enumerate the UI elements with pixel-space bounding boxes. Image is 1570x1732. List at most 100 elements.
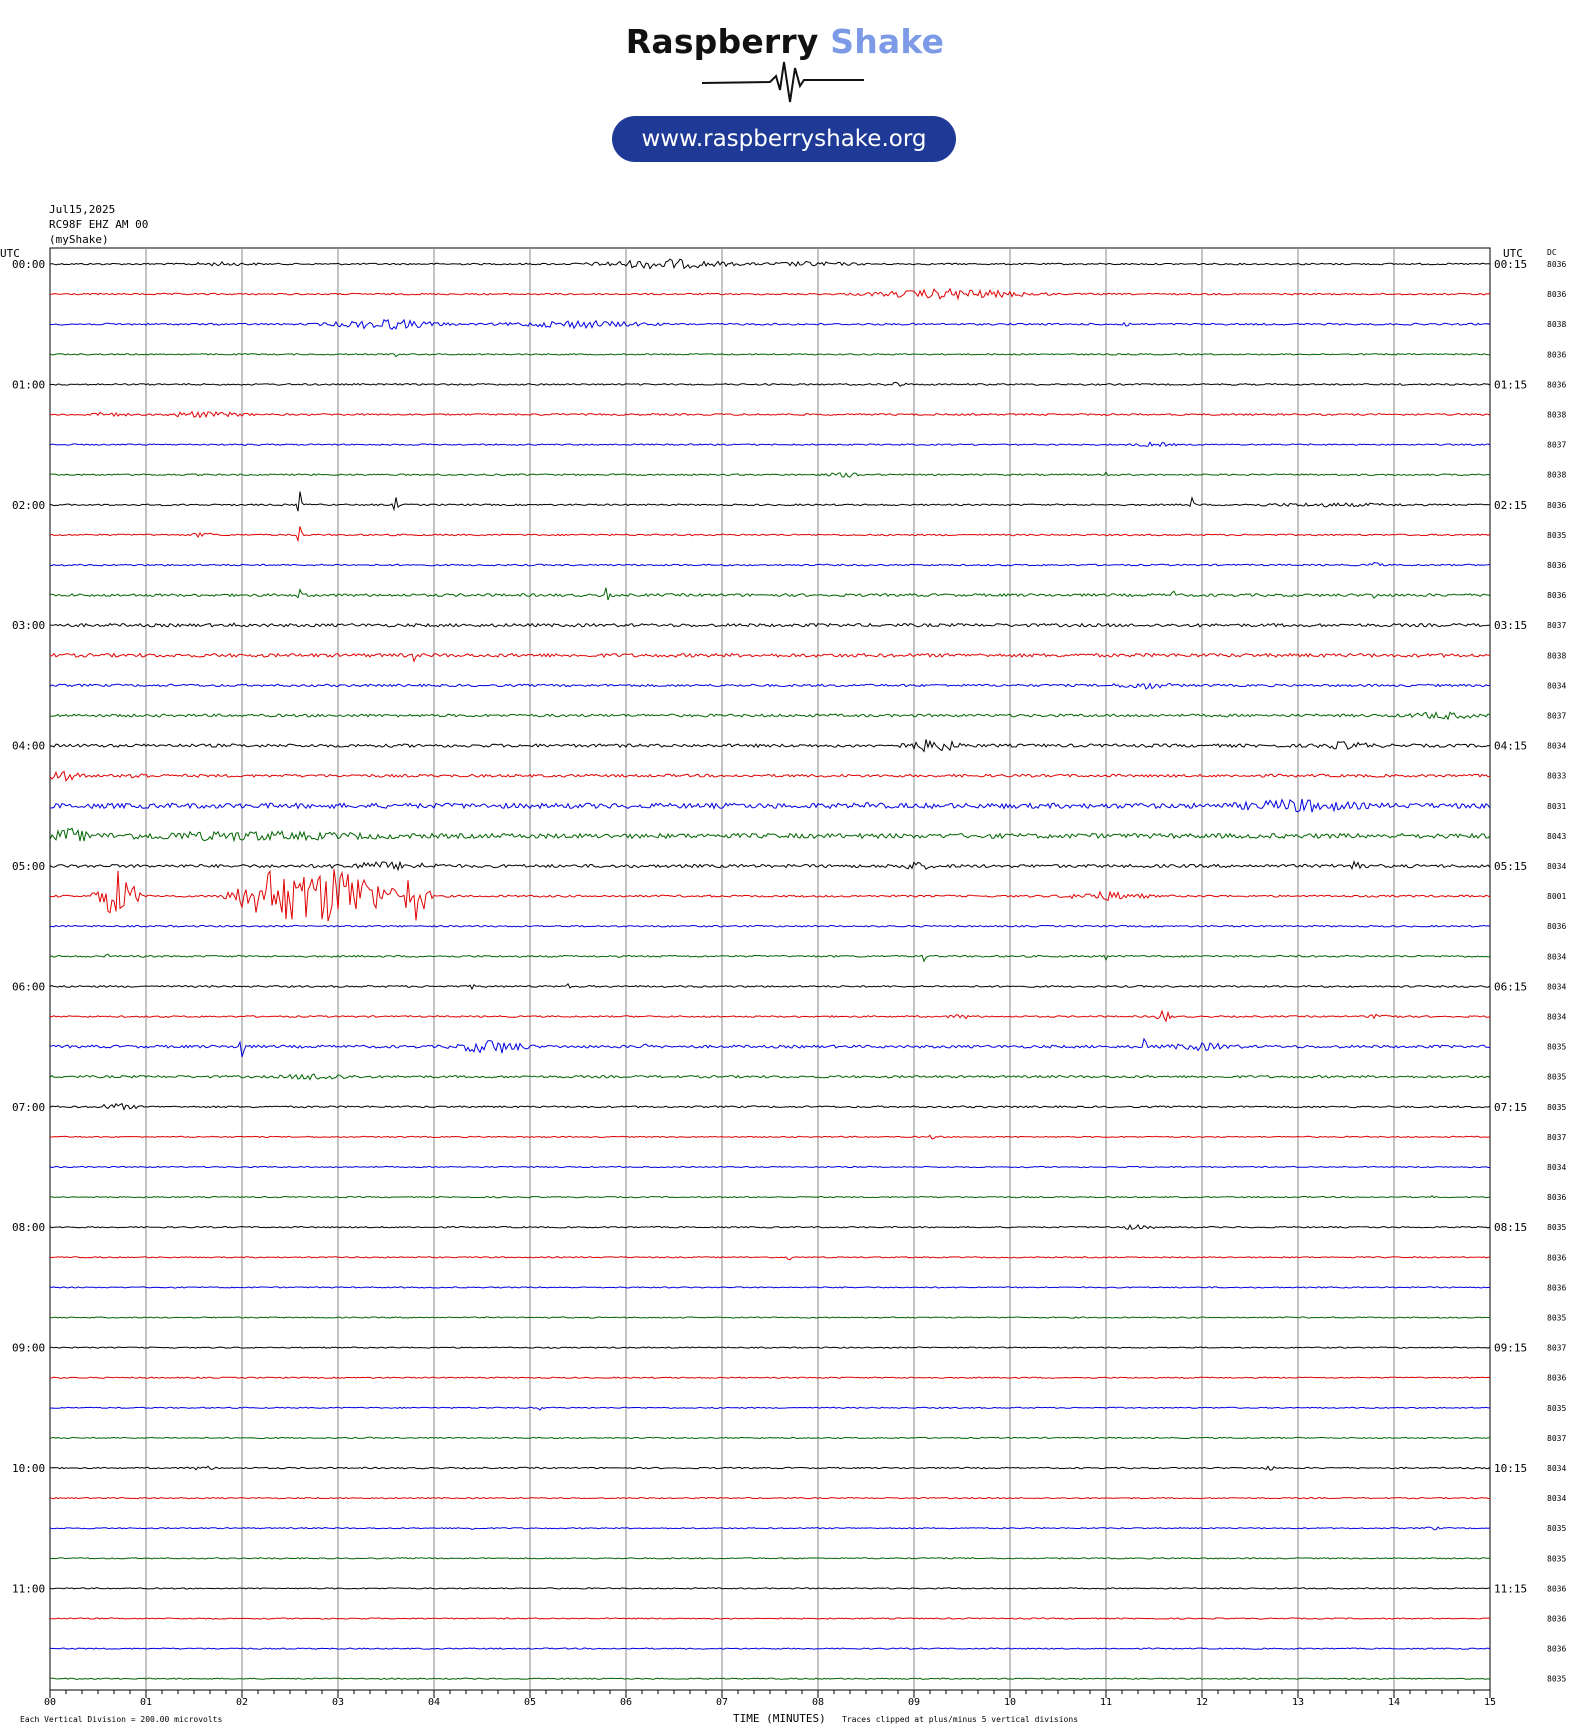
- seismic-trace: [49, 1286, 1491, 1289]
- axis-labels: 00 01 02 03 04 05 06 07 08 09 10 11 12 13 14 15 8036 8036…: [12, 258, 1566, 1708]
- x-tick-label: 15: [1484, 1697, 1496, 1708]
- dc-value-label: 8034: [1547, 742, 1566, 751]
- x-axis-title: TIME (MINUTES): [733, 1712, 826, 1725]
- dc-value-label: 8035: [1547, 1404, 1566, 1413]
- seismic-trace: [49, 1526, 1491, 1531]
- dc-value-label: 8034: [1547, 681, 1566, 690]
- dc-value-label: 8035: [1547, 1554, 1566, 1563]
- seismic-trace: [49, 1223, 1491, 1230]
- left-hour-label: 04:00: [12, 740, 45, 753]
- dc-value-label: 8035: [1547, 1043, 1566, 1052]
- clip-note: Traces clipped at plus/minus 5 vertical …: [842, 1715, 1078, 1724]
- left-hour-label: 08:00: [12, 1221, 45, 1234]
- seismic-trace: [49, 287, 1491, 301]
- dc-value-label: 8036: [1547, 1193, 1566, 1202]
- x-tick-label: 13: [1292, 1697, 1304, 1708]
- left-hour-label: 06:00: [12, 980, 45, 993]
- dc-value-label: 8036: [1547, 1374, 1566, 1383]
- left-hour-label: 07:00: [12, 1101, 45, 1114]
- plot-date: Jul15,2025: [49, 203, 116, 216]
- seismic-trace: [49, 1165, 1490, 1169]
- left-hour-label: 02:00: [12, 499, 45, 512]
- dc-value-label: 8036: [1547, 922, 1566, 931]
- x-tick-label: 03: [332, 1697, 344, 1708]
- seismic-trace: [50, 318, 1491, 330]
- x-tick-label: 14: [1388, 1697, 1400, 1708]
- seismic-trace: [49, 682, 1491, 690]
- seismic-trace: [49, 526, 1491, 543]
- seismic-trace: [49, 1009, 1491, 1023]
- seismic-trace: [49, 1436, 1491, 1440]
- seismic-trace: [49, 798, 1491, 813]
- seismic-trace: [49, 471, 1491, 478]
- plot-frame: [49, 247, 1491, 1691]
- x-tick-label: 04: [428, 1697, 440, 1708]
- left-hour-label: 01:00: [12, 378, 45, 391]
- x-tick-label: 12: [1196, 1697, 1208, 1708]
- seismic-trace: [49, 1496, 1490, 1500]
- x-tick-label: 11: [1100, 1697, 1112, 1708]
- station-code: RC98F EHZ AM 00: [49, 218, 149, 231]
- right-hour-label: 03:15: [1494, 619, 1527, 632]
- seismic-trace: [49, 441, 1491, 448]
- x-tick-label: 02: [236, 1697, 248, 1708]
- dc-value-label: 8036: [1547, 501, 1566, 510]
- left-hour-label: 00:00: [12, 258, 45, 271]
- seismic-trace: [49, 953, 1491, 963]
- dc-value-label: 8037: [1547, 1133, 1566, 1142]
- data-source: (myShake): [49, 233, 109, 246]
- right-hour-label: 09:15: [1494, 1342, 1527, 1355]
- seismic-trace: [49, 1376, 1491, 1379]
- x-tick-label: 10: [1004, 1697, 1016, 1708]
- seismic-trace: [49, 827, 1491, 843]
- right-hour-label: 06:15: [1494, 980, 1527, 993]
- dc-value-label: 8034: [1547, 862, 1566, 871]
- right-hour-label: 00:15: [1494, 258, 1527, 271]
- left-hour-label: 11:00: [12, 1582, 45, 1595]
- dc-value-label: 8036: [1547, 260, 1566, 269]
- dc-value-label: 8035: [1547, 1103, 1566, 1112]
- seismic-trace: [49, 1406, 1491, 1411]
- seismic-trace: [49, 622, 1491, 628]
- x-tick-label: 06: [620, 1697, 632, 1708]
- dc-header-label: DC: [1547, 248, 1557, 257]
- seismic-trace: [49, 739, 1491, 753]
- seismic-trace: [49, 1677, 1491, 1680]
- dc-value-label: 8038: [1547, 411, 1566, 420]
- seismic-trace: [49, 924, 1491, 928]
- dc-value-label: 8034: [1547, 982, 1566, 991]
- dc-value-label: 8035: [1547, 1073, 1566, 1082]
- brand-wordmark: Raspberry Shake: [0, 22, 1570, 61]
- dc-value-label: 8033: [1547, 772, 1566, 781]
- left-hour-label: 05:00: [12, 860, 45, 873]
- dc-value-label: 8034: [1547, 1494, 1566, 1503]
- dc-value-label: 8036: [1547, 1615, 1566, 1624]
- seismic-trace: [49, 770, 1491, 782]
- seismic-traces: [49, 258, 1491, 1680]
- dc-value-label: 8034: [1547, 1013, 1566, 1022]
- plot-grid: [49, 247, 1491, 1698]
- seismic-trace: [49, 982, 1491, 991]
- dc-value-label: 8036: [1547, 1253, 1566, 1262]
- seismic-wave-icon: [701, 61, 864, 103]
- dc-value-label: 8038: [1547, 471, 1566, 480]
- seismic-trace: [49, 1346, 1491, 1349]
- dc-value-label: 8043: [1547, 832, 1566, 841]
- x-tick-label: 00: [44, 1697, 56, 1708]
- dc-value-label: 8001: [1547, 892, 1566, 901]
- dc-value-label: 8038: [1547, 320, 1566, 329]
- dc-value-label: 8036: [1547, 380, 1566, 389]
- right-hour-label: 05:15: [1494, 860, 1527, 873]
- right-hour-label: 02:15: [1494, 499, 1527, 512]
- dc-value-label: 8031: [1547, 802, 1566, 811]
- brand-word-raspberry: Raspberry: [625, 22, 819, 61]
- x-tick-label: 07: [716, 1697, 728, 1708]
- website-url-badge[interactable]: www.raspberryshake.org: [612, 116, 956, 162]
- dc-value-label: 8036: [1547, 290, 1566, 299]
- dc-value-label: 8036: [1547, 1283, 1566, 1292]
- dc-value-label: 8035: [1547, 1524, 1566, 1533]
- dc-value-label: 8037: [1547, 441, 1566, 450]
- brand-word-shake: Shake: [830, 22, 945, 61]
- right-hour-label: 04:15: [1494, 740, 1527, 753]
